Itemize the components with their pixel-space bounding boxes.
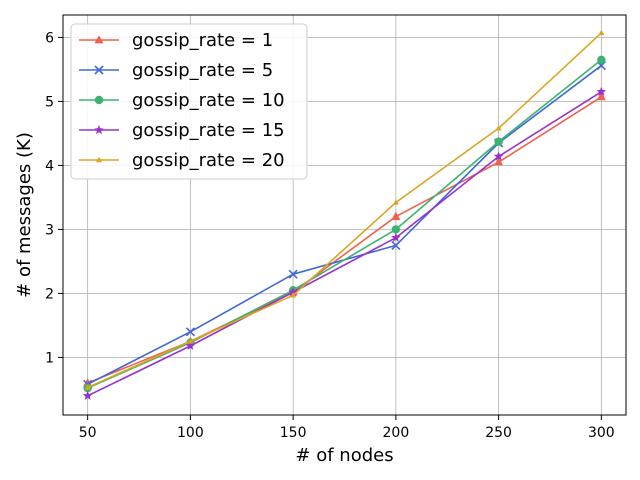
data-point [391, 225, 401, 234]
legend-box [70, 23, 308, 180]
series-lines [82, 29, 607, 400]
data-point [494, 137, 503, 146]
y-axis-label: # of messages (K) [14, 132, 35, 298]
data-point [391, 211, 401, 220]
legend-label: gossip_rate = 20 [132, 150, 285, 171]
data-point [82, 390, 93, 400]
x-tick-label: 150 [280, 425, 307, 441]
data-point [493, 151, 504, 161]
series-line [87, 59, 602, 389]
legend-label: gossip_rate = 15 [132, 120, 285, 141]
x-tick-label: 250 [485, 425, 512, 441]
legend-entry: gossip_rate = 5 [79, 60, 273, 81]
data-point [494, 157, 504, 166]
legend: gossip_rate = 1 gossip_rate = 5 gossip_rat… [70, 23, 308, 180]
series-5 [84, 29, 605, 390]
data-point [290, 292, 297, 298]
legend-marker [94, 95, 104, 105]
data-point [288, 269, 298, 279]
legend-label: gossip_rate = 5 [132, 60, 273, 81]
legend-label: gossip_rate = 1 [132, 30, 273, 51]
x-axis-label: # of nodes [295, 445, 393, 466]
data-point [596, 86, 607, 96]
y-tick-label: 4 [45, 158, 54, 174]
x-tick-label: 100 [177, 425, 204, 441]
y-ticks: 1 2 3 4 5 6 [45, 30, 63, 366]
data-point [597, 55, 606, 64]
data-point [495, 125, 502, 131]
data-point [392, 199, 399, 205]
data-point [391, 240, 401, 250]
legend-entry: gossip_rate = 10 [79, 90, 285, 111]
series-line [87, 32, 602, 389]
legend-label: gossip_rate = 10 [132, 90, 285, 111]
x-tick-label: 50 [79, 425, 97, 441]
legend-marker [94, 125, 104, 135]
data-point [84, 384, 91, 390]
legend-marker [94, 35, 104, 44]
data-point [185, 327, 195, 337]
x-tick-label: 200 [383, 425, 410, 441]
y-tick-label: 6 [45, 30, 54, 46]
series-line [87, 91, 602, 397]
y-tick-label: 3 [45, 222, 54, 238]
data-point [185, 340, 196, 350]
x-ticks: 50 100 150 200 250 300 [79, 415, 615, 441]
legend-entry: gossip_rate = 15 [79, 120, 285, 141]
y-tick-label: 1 [45, 350, 54, 366]
data-point [598, 29, 605, 36]
legend-marker [95, 156, 103, 163]
legend-marker [94, 65, 104, 75]
data-point [83, 378, 93, 387]
y-tick-label: 2 [45, 286, 54, 302]
data-point [288, 287, 298, 297]
legend-entry: gossip_rate = 20 [79, 150, 285, 171]
plot-frame [62, 14, 627, 416]
x-tick-label: 300 [588, 425, 615, 441]
data-point [187, 338, 194, 344]
y-tick-label: 5 [45, 94, 54, 110]
legend-entry: gossip_rate = 1 [79, 30, 273, 51]
series-4 [82, 86, 607, 400]
data-point [596, 92, 606, 101]
data-point [391, 232, 401, 242]
